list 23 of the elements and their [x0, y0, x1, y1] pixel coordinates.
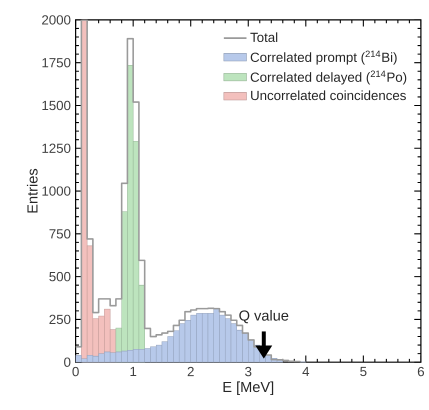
y-tick-label: 1250	[42, 144, 70, 153]
x-axis-title: E [MeV]	[224, 381, 274, 396]
legend-label: Total	[250, 32, 278, 42]
x-tick-label: 3	[245, 366, 252, 376]
annotation: Q value	[239, 310, 288, 324]
x-tick-label: 0	[72, 366, 79, 376]
x-tick-label: 5	[360, 366, 366, 376]
y-tick-label: 1750	[42, 58, 70, 68]
y-tick-label: 2000	[42, 15, 70, 25]
x-tick-label: 1	[130, 366, 136, 376]
x-tick-label: 4	[302, 366, 310, 376]
y-tick-label: 500	[49, 272, 70, 282]
y-tick-label: 250	[49, 314, 70, 324]
y-tick-label: 750	[49, 229, 70, 239]
y-tick-label: 0	[64, 358, 70, 367]
y-axis-title: Entries	[26, 168, 38, 213]
legend-label: Correlated delayed ($^{214}$Po)	[250, 70, 406, 85]
legend-label: Correlated prompt ($^{214}$Bi)	[250, 50, 397, 65]
x-tick-label: 6	[418, 366, 424, 376]
y-tick-label: 1500	[42, 100, 70, 110]
y-tick-label: 1000	[42, 186, 70, 196]
x-tick-label: 2	[188, 366, 194, 376]
legend-label: Uncorrelated coincidences	[251, 90, 406, 100]
